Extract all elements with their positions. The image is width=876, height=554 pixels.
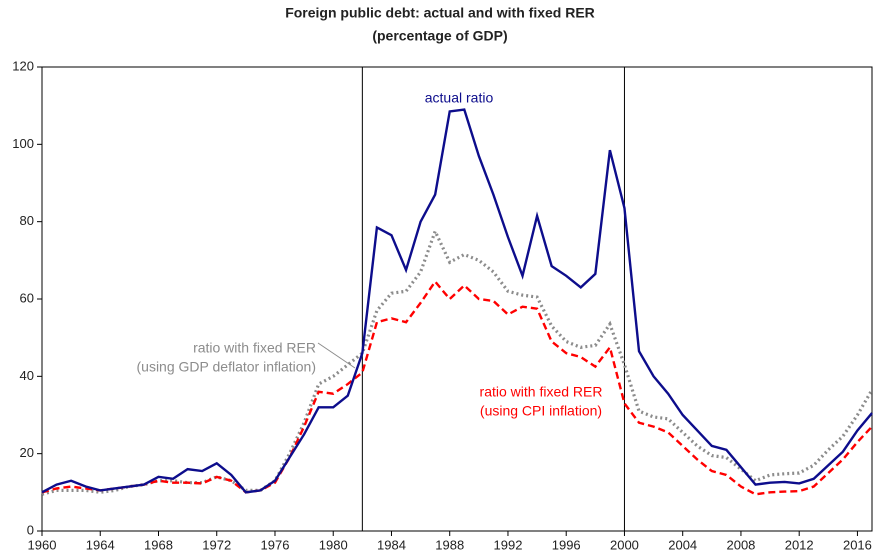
series-line: [41, 227, 874, 496]
x-tick-label: 1972: [202, 537, 231, 552]
x-tick-label: 2000: [610, 537, 639, 552]
x-tick-label: 1976: [261, 537, 290, 552]
y-tick-label: 20: [20, 445, 34, 460]
x-tick-label: 1984: [377, 537, 406, 552]
series-label: (using GDP deflator inflation): [137, 359, 317, 375]
x-tick-label: 1992: [494, 537, 523, 552]
y-tick-label: 100: [12, 136, 34, 151]
x-tick-label: 1964: [86, 537, 115, 552]
chart-subtitle: (percentage of GDP): [372, 28, 507, 44]
y-tick-label: 40: [20, 368, 34, 383]
y-tick-label: 80: [20, 213, 34, 228]
series-label: (using CPI inflation): [480, 403, 602, 419]
series-line: [41, 108, 873, 494]
series-line: [41, 279, 873, 496]
x-tick-label: 1968: [144, 537, 173, 552]
x-tick-label: 1996: [552, 537, 581, 552]
x-tick-label: 1988: [435, 537, 464, 552]
x-tick-label: 2004: [668, 537, 697, 552]
chart-title: Foreign public debt: actual and with fix…: [285, 5, 595, 21]
x-tick-label: 1960: [28, 537, 57, 552]
y-tick-label: 0: [27, 522, 34, 537]
series-label: ratio with fixed RER: [193, 340, 316, 356]
series-label: ratio with fixed RER: [480, 384, 603, 400]
plot-frame: [41, 66, 873, 532]
x-tick-label: 1980: [319, 537, 348, 552]
y-tick-label: 120: [12, 58, 34, 73]
leader-line: [317, 342, 356, 369]
x-tick-label: 2016: [843, 537, 872, 552]
y-tick-label: 60: [20, 290, 34, 305]
series-label: actual ratio: [425, 90, 494, 106]
x-tick-label: 2008: [726, 537, 755, 552]
x-tick-label: 2012: [785, 537, 814, 552]
